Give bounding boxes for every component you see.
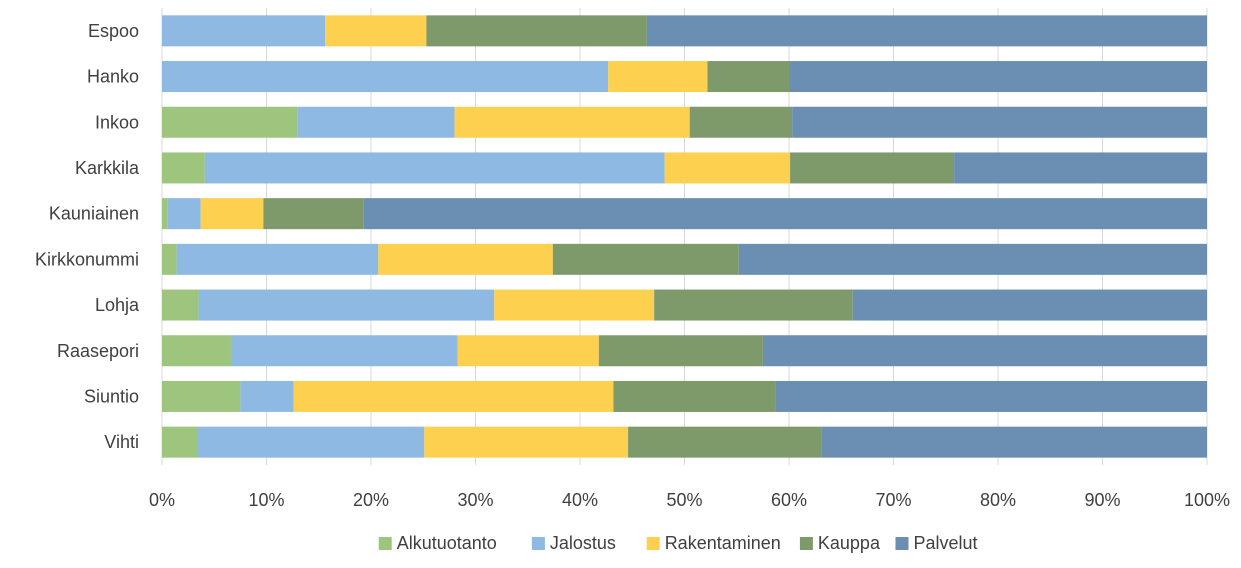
bar-segment <box>552 243 739 275</box>
bar-segment <box>263 198 364 230</box>
bar-segment <box>230 335 458 367</box>
bar-segment <box>162 61 609 93</box>
bar-segment <box>197 426 425 458</box>
bar-segment <box>598 335 763 367</box>
bar-segment <box>646 15 1207 47</box>
bar-segment <box>494 289 655 321</box>
bar-segment <box>628 426 822 458</box>
x-tick-label: 20% <box>353 490 389 510</box>
bar-segment <box>162 198 168 230</box>
bar-segment <box>240 380 294 412</box>
category-label: Karkkila <box>75 158 140 178</box>
bar-segment <box>162 243 177 275</box>
bar-segment <box>162 335 231 367</box>
x-tick-label: 60% <box>771 490 807 510</box>
bar-segment <box>426 15 647 47</box>
bars <box>162 15 1207 458</box>
legend-swatch <box>799 537 813 550</box>
bar-segment <box>821 426 1207 458</box>
bar-segment <box>204 152 665 184</box>
x-tick-label: 40% <box>562 490 598 510</box>
bar-segment <box>775 380 1207 412</box>
bar-segment <box>162 106 298 138</box>
x-tick-labels: 0% 10% 20% 30% 40% 50% 60% 70% 80% 90% 100% <box>149 490 1230 510</box>
bar-segment <box>162 152 205 184</box>
x-tick-label: 50% <box>666 490 702 510</box>
bar-segment <box>162 380 241 412</box>
bar-segment <box>162 15 326 47</box>
bar-segment <box>762 335 1207 367</box>
category-label: Kauniainen <box>49 204 139 224</box>
bar-segment <box>608 61 708 93</box>
bar-segment <box>167 198 201 230</box>
bar-segment <box>325 15 427 47</box>
category-label: Hanko <box>87 67 139 87</box>
legend-swatch <box>895 537 909 550</box>
bar-segment <box>200 198 264 230</box>
category-label: Inkoo <box>95 112 139 132</box>
bar-segment <box>738 243 1207 275</box>
x-tick-label: 30% <box>457 490 493 510</box>
legend-label: Alkutuotanto <box>397 533 497 553</box>
bar-segment <box>198 289 495 321</box>
bar-segment <box>424 426 629 458</box>
category-label: Vihti <box>104 432 139 452</box>
bar-segment <box>162 289 199 321</box>
bar-segment <box>852 289 1207 321</box>
bar-segment <box>789 61 1207 93</box>
bar-segment <box>457 335 599 367</box>
legend-label: Palvelut <box>914 533 978 553</box>
bar-segment <box>363 198 1207 230</box>
legend-label: Rakentaminen <box>665 533 781 553</box>
legend-swatch <box>531 537 545 550</box>
x-tick-label: 80% <box>980 490 1016 510</box>
category-label: Kirkkonummi <box>35 249 139 269</box>
x-tick-label: 70% <box>875 490 911 510</box>
category-label: Espoo <box>88 21 139 41</box>
bar-segment <box>664 152 791 184</box>
legend-swatch <box>378 537 392 550</box>
bar-segment <box>297 106 455 138</box>
bar-segment <box>293 380 614 412</box>
bar-segment <box>792 106 1207 138</box>
x-tick-label: 10% <box>248 490 284 510</box>
bar-segment <box>707 61 789 93</box>
category-labels: Espoo Hanko Inkoo Karkkila Kauniainen Kirkkon… <box>35 21 140 452</box>
bar-segment <box>613 380 776 412</box>
bar-segment <box>162 426 198 458</box>
bar-segment <box>378 243 553 275</box>
legend-label: Jalostus <box>550 533 616 553</box>
bar-segment <box>790 152 955 184</box>
bar-segment <box>176 243 379 275</box>
bar-segment <box>954 152 1207 184</box>
bar-segment <box>454 106 690 138</box>
legend: Alkutuotanto Jalostus Rakentaminen Kauppa Pa… <box>378 533 978 553</box>
bar-segment <box>689 106 793 138</box>
x-tick-label: 100% <box>1184 490 1230 510</box>
category-label: Siuntio <box>84 386 139 406</box>
legend-swatch <box>646 537 660 550</box>
x-tick-label: 0% <box>149 490 175 510</box>
x-tick-label: 90% <box>1084 490 1120 510</box>
legend-label: Kauppa <box>818 533 881 553</box>
category-label: Lohja <box>95 295 140 315</box>
bar-segment <box>654 289 853 321</box>
category-label: Raasepori <box>57 341 139 361</box>
